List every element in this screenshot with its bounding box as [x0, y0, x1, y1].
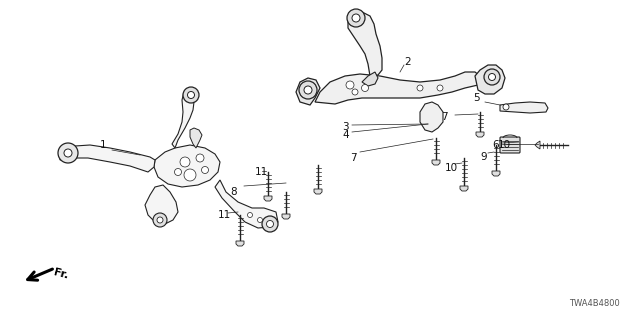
Polygon shape [475, 65, 505, 94]
Polygon shape [154, 145, 220, 187]
Polygon shape [145, 185, 178, 224]
Circle shape [184, 169, 196, 181]
Circle shape [248, 212, 253, 218]
Circle shape [299, 81, 317, 99]
Text: 11: 11 [218, 210, 231, 220]
Polygon shape [476, 132, 484, 137]
Polygon shape [362, 72, 378, 86]
Polygon shape [236, 241, 244, 246]
Circle shape [352, 14, 360, 22]
Polygon shape [314, 189, 322, 194]
Text: 8: 8 [230, 187, 237, 197]
Text: 4: 4 [342, 130, 349, 140]
Text: TWA4B4800: TWA4B4800 [569, 299, 620, 308]
Polygon shape [282, 214, 290, 219]
Circle shape [188, 92, 195, 99]
Text: 6: 6 [492, 140, 499, 150]
Circle shape [347, 9, 365, 27]
Text: 3: 3 [342, 122, 349, 132]
Circle shape [257, 218, 262, 222]
Text: 10: 10 [498, 140, 511, 150]
Polygon shape [215, 180, 278, 228]
Circle shape [488, 74, 495, 81]
Polygon shape [348, 12, 382, 76]
Circle shape [346, 81, 354, 89]
Circle shape [183, 87, 199, 103]
Polygon shape [60, 145, 155, 172]
Polygon shape [190, 128, 202, 148]
Circle shape [352, 89, 358, 95]
Circle shape [175, 169, 182, 175]
Polygon shape [296, 78, 320, 105]
Circle shape [180, 157, 190, 167]
Circle shape [362, 84, 369, 92]
Circle shape [484, 69, 500, 85]
Circle shape [262, 216, 278, 232]
Circle shape [437, 85, 443, 91]
Polygon shape [264, 196, 272, 201]
Circle shape [304, 86, 312, 94]
Circle shape [202, 166, 209, 173]
Circle shape [196, 154, 204, 162]
Polygon shape [172, 90, 194, 148]
Circle shape [64, 149, 72, 157]
Circle shape [417, 85, 423, 91]
Text: 5: 5 [473, 93, 479, 103]
Circle shape [153, 213, 167, 227]
Text: 10: 10 [445, 163, 458, 173]
Polygon shape [535, 141, 540, 149]
Polygon shape [460, 186, 468, 191]
Circle shape [503, 104, 509, 110]
Text: 1: 1 [100, 140, 107, 150]
Text: Fr.: Fr. [52, 267, 69, 281]
Polygon shape [315, 72, 480, 104]
FancyBboxPatch shape [500, 137, 520, 153]
Text: 9: 9 [480, 152, 486, 162]
Polygon shape [420, 102, 443, 132]
Circle shape [157, 217, 163, 223]
Polygon shape [492, 171, 500, 176]
Text: 11: 11 [255, 167, 268, 177]
Polygon shape [500, 102, 548, 113]
Text: 7: 7 [350, 153, 356, 163]
Polygon shape [432, 160, 440, 165]
Circle shape [266, 220, 273, 228]
Text: 7: 7 [441, 112, 447, 122]
Circle shape [58, 143, 78, 163]
Text: 2: 2 [404, 57, 411, 67]
